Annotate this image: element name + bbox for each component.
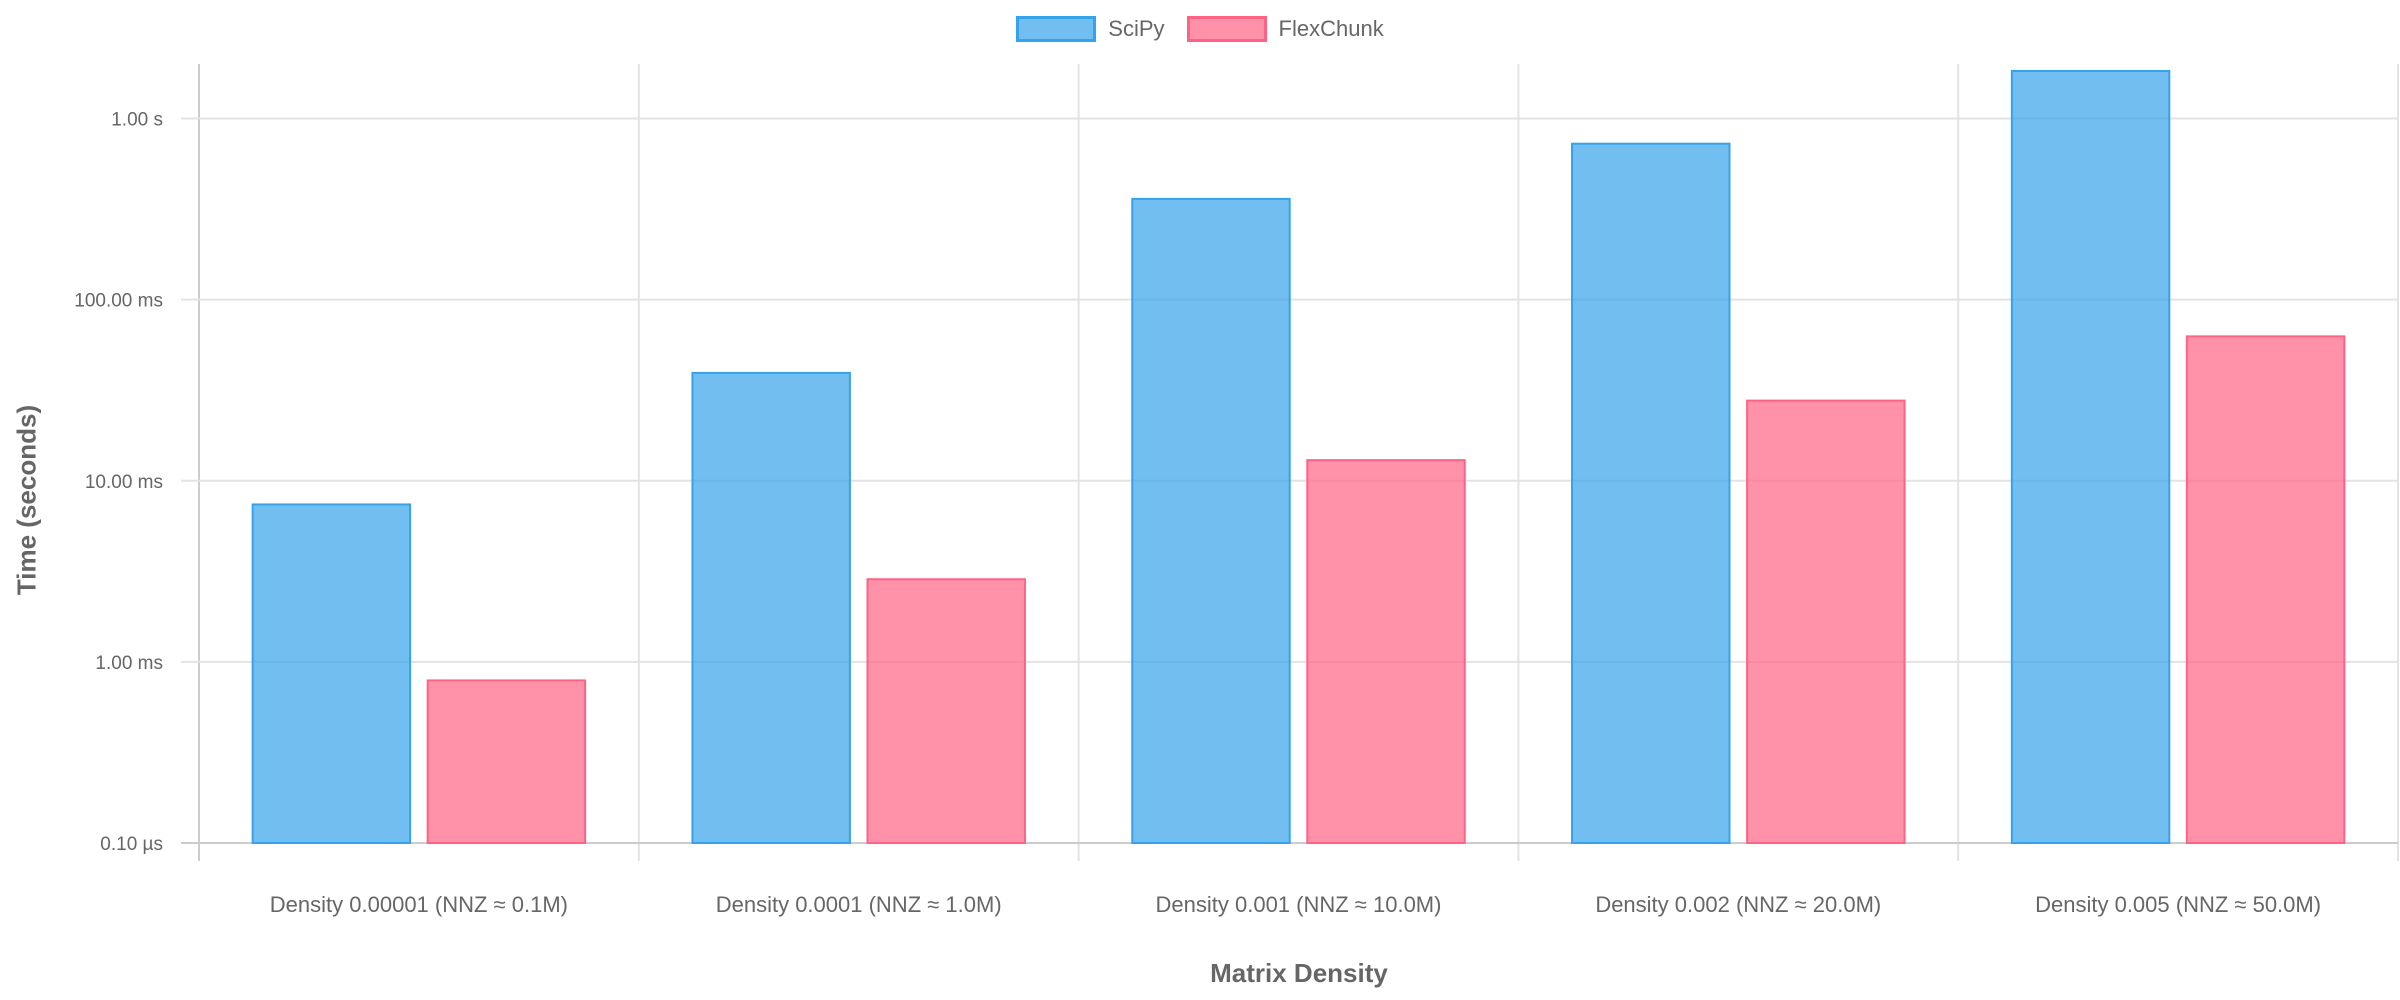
bar-flexchunk-4 (2185, 335, 2346, 844)
bar-flexchunk-3 (1746, 399, 1906, 844)
x-tick-label: Density 0.002 (NNZ ≈ 20.0M) (1595, 892, 1881, 917)
y-tick-label: 100.00 ms (74, 291, 163, 312)
x-tick-label: Density 0.001 (NNZ ≈ 10.0M) (1156, 892, 1442, 917)
bar-flexchunk-1 (866, 578, 1026, 845)
legend-item-scipy[interactable]: SciPy (1016, 16, 1165, 42)
y-tick-label: 10.00 ms (85, 472, 163, 493)
bar-flexchunk-0 (426, 679, 587, 844)
bar-flexchunk-2 (1306, 459, 1466, 844)
y-axis-title: Time (seconds) (11, 404, 42, 596)
y-tick-label: 1.00 s (111, 110, 163, 131)
bar-scipy-0 (251, 503, 412, 844)
x-tick-label: Density 0.005 (NNZ ≈ 50.0M) (2035, 892, 2321, 917)
bar-scipy-4 (2010, 69, 2171, 845)
legend-label-scipy: SciPy (1108, 16, 1165, 41)
legend-swatch-flexchunk (1186, 16, 1267, 42)
legend-item-flexchunk[interactable]: FlexChunk (1186, 16, 1384, 42)
x-axis-title: Matrix Density (1210, 958, 1388, 988)
legend-label-flexchunk: FlexChunk (1278, 16, 1384, 41)
x-tick-label: Density 0.00001 (NNZ ≈ 0.1M) (270, 892, 568, 917)
bar-scipy-2 (1131, 197, 1291, 845)
legend: SciPy FlexChunk (0, 16, 2400, 42)
y-tick-label: 1.00 ms (95, 653, 163, 674)
legend-swatch-scipy (1016, 16, 1097, 42)
bar-scipy-3 (1571, 142, 1731, 844)
x-tick-label: Density 0.0001 (NNZ ≈ 1.0M) (716, 892, 1002, 917)
bar-scipy-1 (691, 371, 851, 844)
y-tick-label: 0.10 µs (100, 834, 163, 855)
